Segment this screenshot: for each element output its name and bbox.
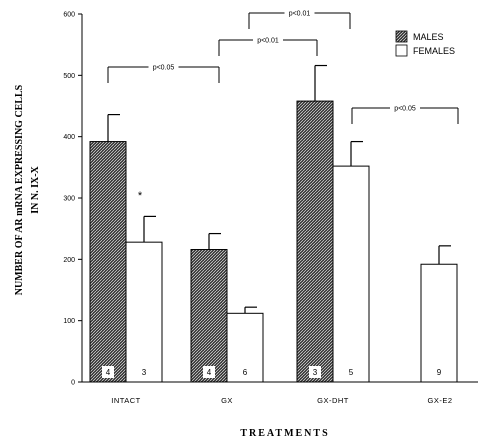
n-label: 4 [106, 368, 111, 377]
y-tick-label: 100 [63, 318, 75, 325]
bracket-label-bg [390, 103, 420, 112]
bracket-label-bg [148, 62, 179, 71]
n-label-box [309, 366, 321, 378]
bar [296, 100, 334, 383]
n-label-box [102, 366, 114, 378]
y-tick-label: 400 [63, 134, 75, 141]
significance-asterisk: * [138, 190, 143, 202]
significance-bracket: p<0.01 [248, 8, 351, 29]
legend-label-females: FEMALES [413, 46, 455, 56]
legend-swatch-males [395, 30, 408, 43]
legend-label-males: MALES [413, 32, 444, 42]
x-category-label: INTACT [111, 396, 141, 405]
bar [332, 165, 370, 383]
bar [125, 241, 163, 383]
n-label: 6 [243, 368, 248, 377]
legend: MALES FEMALES [395, 30, 455, 57]
bar [190, 249, 228, 383]
x-axis-title: TREATMENTS [240, 428, 329, 439]
bracket-label-bg [284, 8, 315, 17]
y-tick-label: 600 [63, 12, 75, 19]
x-category-label: GX-DHT [317, 396, 349, 405]
p-value-label: p<0.05 [153, 65, 175, 72]
n-label-box [203, 366, 215, 378]
n-label: 9 [437, 368, 442, 377]
p-value-label: p<0.01 [257, 38, 279, 45]
p-value-label: p<0.05 [394, 106, 416, 113]
y-tick-label: 500 [63, 73, 75, 80]
y-tick-label: 300 [63, 196, 75, 203]
bar [226, 312, 264, 383]
significance-bracket: p<0.05 [107, 62, 220, 83]
significance-bracket: p<0.05 [351, 103, 459, 124]
n-label: 3 [142, 368, 147, 377]
x-category-label: GX [221, 396, 233, 405]
y-axis-title: NUMBER OF AR mRNA EXPRESSING CELLS [14, 84, 25, 295]
y-axis-title-line2: IN N. IX-X [30, 165, 41, 213]
annotations: * p<0.05 p<0.01 p<0.01 p<0.05 [107, 8, 459, 202]
bar [420, 263, 458, 383]
n-label: 5 [349, 368, 354, 377]
bracket-label-bg [253, 35, 283, 44]
n-label: 3 [313, 368, 318, 377]
significance-bracket: p<0.01 [218, 35, 318, 56]
legend-swatch-females [395, 44, 408, 57]
y-tick-label: 200 [63, 257, 75, 264]
p-value-label: p<0.01 [289, 11, 311, 18]
x-category-label: GX-E2 [427, 396, 452, 405]
bar [89, 141, 127, 383]
bars: 4 4 3 3 6 5 9 [89, 64, 458, 383]
n-label: 4 [207, 368, 212, 377]
y-tick-label: 0 [71, 380, 75, 387]
